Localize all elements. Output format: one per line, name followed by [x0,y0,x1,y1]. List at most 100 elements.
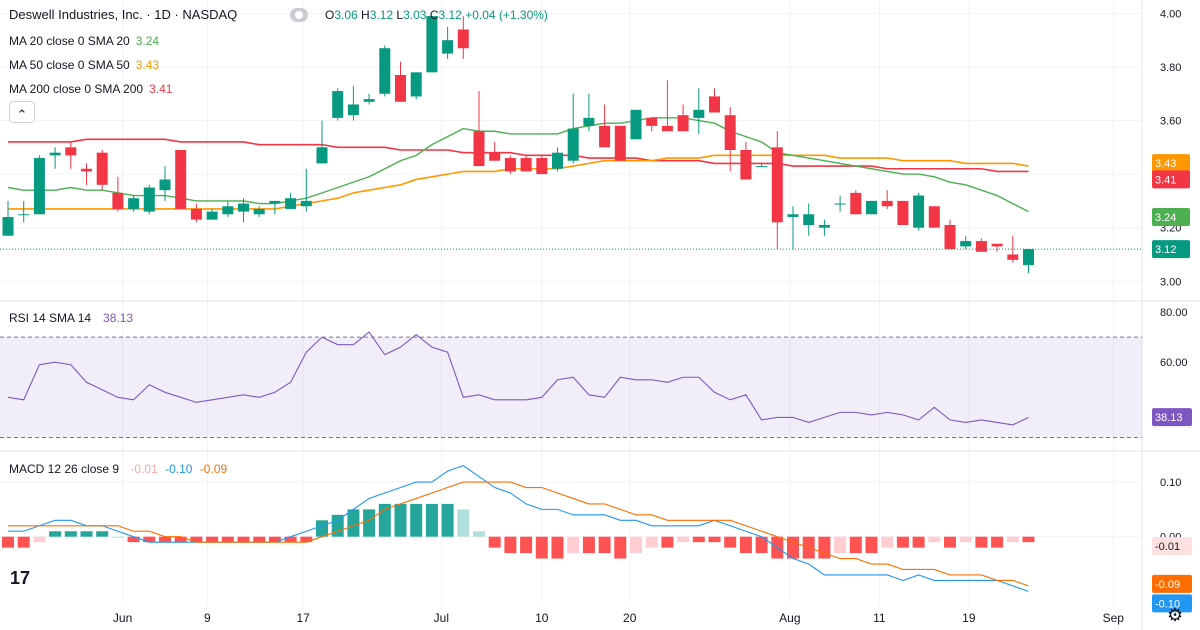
candle-body [473,131,485,167]
macd-histogram-bar [959,536,972,543]
collapse-legend-button[interactable]: ⌃ [9,101,35,123]
macd-histogram-bar [190,536,203,543]
candle-body [238,203,249,212]
macd-histogram-bar [614,536,627,559]
price-tick-label: 3.60 [1160,116,1181,128]
price-last-label: 3.12 [1155,244,1176,256]
macd-tick-label: 0.10 [1160,477,1181,489]
macd-hist-last-tag [1152,537,1192,556]
candle-body [175,150,187,209]
rsi-last-label: 38.13 [1155,412,1183,424]
macd-histogram-bar [630,536,642,554]
candle-body [818,225,830,228]
tradingview-logo[interactable]: 17 [10,568,31,588]
macd-histogram-bar [582,536,595,554]
time-axis-label: Jul [434,611,449,625]
candle-body [395,75,406,102]
macd-histogram-bar [551,536,564,559]
candle-body [18,214,30,216]
macd-histogram-bar [661,536,674,548]
rsi-tick-label: 60.00 [1160,357,1188,369]
time-axis-label: 19 [962,611,976,625]
macd-histogram-bar [300,536,313,543]
candle-body [363,99,375,102]
macd-histogram-bar [253,536,266,543]
candle-body [756,166,768,168]
candle-body [33,158,45,215]
macd-histogram-bar [394,503,407,537]
candle-body [567,128,579,161]
candle-body [913,195,925,228]
rsi-line [7,331,1029,426]
macd-histogram-bar [410,503,423,537]
macd-line [8,465,1029,592]
macd-histogram-bar [96,531,109,537]
price-last-tag [1152,240,1190,259]
high-label: H [361,8,370,22]
macd-histogram-bar [64,531,77,537]
macd-histogram-bar [441,503,454,537]
candle-body [316,147,328,164]
high-value: 3.12 [369,8,394,22]
macd-histogram-bar [174,536,187,543]
candle-body [489,152,501,161]
candle-body [269,200,281,204]
candle-body [787,214,799,217]
macd-histogram-bar [17,536,30,548]
macd-histogram-bar [237,536,250,543]
macd-legend[interactable]: MACD 12 26 close 9 -0.01 -0.10 -0.09 [9,462,227,476]
legend-ma200[interactable]: MA 200 close 0 SMA 200 3.41 [9,82,172,96]
candle-body [2,216,14,236]
macd-histogram-bar [143,536,156,543]
close-value: 3.12 [438,8,462,22]
candle-body [630,109,642,140]
macd-histogram-bar [80,531,93,537]
candle-body [112,192,124,209]
legend-ma50[interactable]: MA 50 close 0 SMA 50 3.43 [9,58,159,72]
legend-ma50-value: 3.43 [135,58,160,72]
macd-histogram-bar [849,536,862,554]
macd-signal-line [8,481,1029,587]
candle-body [253,208,265,215]
macd-histogram-bar [473,531,485,537]
candle-body [379,48,391,94]
eye-icon[interactable] [290,8,308,22]
candle-body [975,241,987,252]
candle-body [222,206,234,215]
candle-body [49,152,61,156]
macd-macd-last-tag [1152,594,1192,613]
candle-body [944,225,956,250]
macd-histogram-bar [645,536,658,548]
macd-histogram-bar [896,536,909,548]
candle-body [300,200,312,207]
candle-body [661,125,673,132]
macd-legend-label: MACD 12 26 close 9 [9,462,120,476]
candle-body [599,125,611,148]
time-axis-label: 9 [204,611,211,625]
legend-ma50-label: MA 50 close 0 SMA 50 [9,58,130,72]
chevron-up-icon: ⌃ [16,106,28,122]
gear-icon[interactable]: ⚙ [1167,605,1184,625]
legend-ma200-label: MA 200 close 0 SMA 200 [9,82,144,96]
candle-body [803,214,815,225]
candle-body [552,152,563,169]
ma200-last-label: 3.41 [1155,174,1176,186]
rsi-legend[interactable]: RSI 14 SMA 14 38.13 [9,311,133,325]
candle-body [897,200,909,225]
candle-body [410,72,422,97]
low-value: 3.03 [403,8,427,22]
legend-ma20[interactable]: MA 20 close 0 SMA 20 3.24 [9,34,159,48]
macd-histogram-bar [206,536,219,543]
macd-histogram-bar [928,536,941,543]
close-label: C [429,8,439,22]
time-axis-label: Jun [113,611,132,625]
macd-histogram-bar [677,536,690,543]
macd-histogram-bar [504,536,517,554]
time-axis-label: 20 [623,611,637,625]
macd-histogram-bar [2,536,14,548]
macd-histogram-bar [284,536,297,543]
symbol-title[interactable]: Deswell Industries, Inc. · 1D · NASDAQ [9,7,238,22]
macd-histogram-bar [865,536,878,554]
candle-body [881,200,893,207]
